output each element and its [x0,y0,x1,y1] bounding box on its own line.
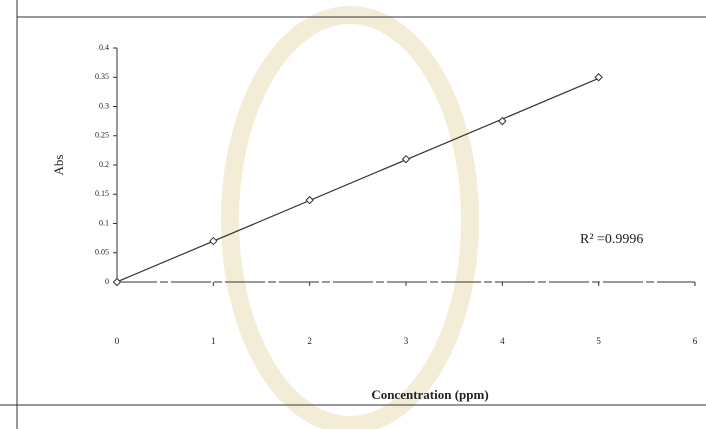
x-tick-label: 3 [404,336,409,346]
y-tick-label: 0.35 [95,72,109,81]
point [403,156,410,163]
y-tick-label: 0.4 [99,43,109,52]
x-tick-label: 6 [693,336,698,346]
y-tick-label: 0.05 [95,248,109,257]
trendline [117,78,599,281]
watermark [230,15,470,425]
chart: Abs Concentration (ppm) R² =0.9996 0 0.05… [0,0,706,429]
y-tick-label: 0.15 [95,189,109,198]
y-tick-label: 0.25 [95,131,109,140]
x-tick-label: 1 [211,336,216,346]
point [306,197,313,204]
x-tick-label: 5 [596,336,601,346]
y-tick-label: 0.3 [99,101,109,110]
x-tick-label: 2 [307,336,312,346]
x-tick-label: 0 [115,336,120,346]
y-tick-label: 0.1 [99,218,109,227]
y-tick-label: 0.2 [99,160,109,169]
y-tick-label: 0 [105,277,109,286]
annotation: R² =0.9996 [580,232,643,247]
page: {"chart_data": {"type": "scatter", "x_la… [0,0,706,429]
x-tick-label: 4 [500,336,505,346]
y-axis-title: Abs [51,155,66,176]
point [114,279,121,286]
point [210,238,217,245]
x-axis-title: Concentration (ppm) [371,387,488,402]
